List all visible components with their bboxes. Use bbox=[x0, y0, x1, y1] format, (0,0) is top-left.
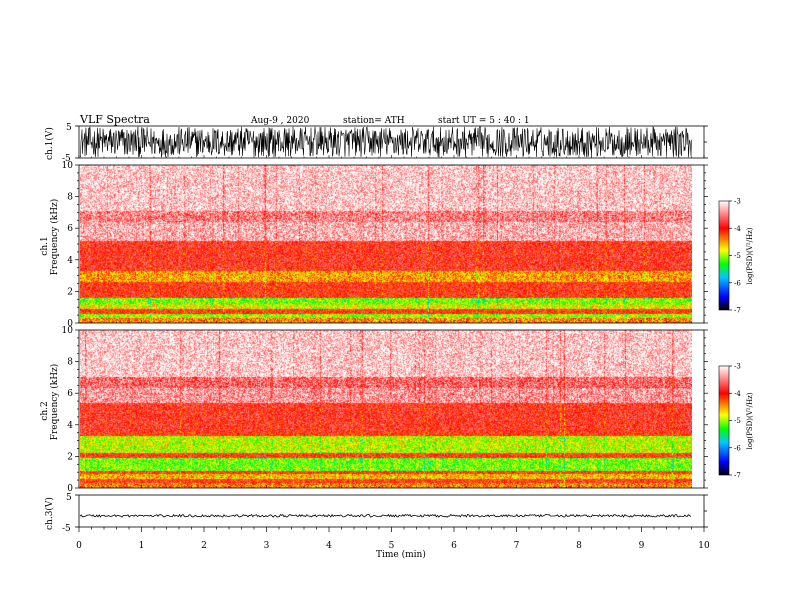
ch1-waveform-trace bbox=[79, 125, 692, 158]
ch1-spectrogram-panel: 0 2 4 6 8 10 Frequency (kHz) ch.1 bbox=[40, 161, 708, 329]
ch3-ytick-top: 5 bbox=[66, 493, 72, 503]
ch1-spec-ytick-0: 0 bbox=[67, 319, 73, 329]
time-axis-label: Time (min) bbox=[376, 549, 426, 560]
ch2-cbtick-4: -7 bbox=[734, 472, 741, 480]
time-tick-4: 4 bbox=[326, 541, 332, 551]
time-tick-8: 8 bbox=[576, 541, 582, 551]
ch3-waveform-panel: 5 -5 ch.3(V) bbox=[44, 493, 708, 534]
ch2-cbtick-2: -5 bbox=[734, 417, 741, 425]
time-tick-2: 2 bbox=[201, 541, 207, 551]
ch1-ytick-bottom: -5 bbox=[62, 154, 71, 164]
ch1-colorbar: -3 -4 -5 -6 -7 log(PSD)(V²/Hz) bbox=[718, 198, 754, 315]
time-tick-5: 5 bbox=[389, 541, 395, 551]
ch1-spec-ytick-2: 4 bbox=[67, 256, 73, 266]
ch1-spec-ytick-3: 6 bbox=[67, 224, 73, 234]
ch2-spec-ytick-5: 10 bbox=[62, 326, 74, 336]
ch1-colorbar-label: log(PSD)(V²/Hz) bbox=[746, 227, 754, 284]
date-label: Aug-9 , 2020 bbox=[250, 116, 310, 126]
ch2-spec-channel: ch.2 bbox=[40, 401, 50, 420]
ch2-spectrogram-image bbox=[80, 330, 692, 488]
station-label: station= ATH bbox=[343, 116, 405, 126]
ch2-colorbar: -3 -4 -5 -6 -7 log(PSD)(V²/Hz) bbox=[718, 363, 754, 480]
ch1-spec-ytick-1: 2 bbox=[67, 287, 73, 297]
ch1-spec-ytick-4: 8 bbox=[67, 193, 73, 203]
time-tick-6: 6 bbox=[451, 541, 457, 551]
ch2-spec-ytick-1: 2 bbox=[67, 452, 73, 462]
ch1-waveform-panel: 5 -5 ch.1(V) bbox=[44, 123, 708, 164]
ch3-waveform-trace bbox=[79, 513, 692, 518]
ch1-wave-ylabel: ch.1(V) bbox=[44, 127, 55, 160]
figure-title: VLF Spectra bbox=[79, 113, 150, 126]
ch2-spec-ylabel: Frequency (kHz) bbox=[49, 364, 60, 441]
ch1-spec-channel: ch.1 bbox=[40, 236, 50, 255]
ch1-cbtick-1: -4 bbox=[734, 225, 741, 233]
ch1-spectrogram-image bbox=[80, 165, 692, 323]
ch1-cbtick-0: -3 bbox=[734, 198, 741, 206]
time-tick-9: 9 bbox=[639, 541, 645, 551]
ch1-spec-ytick-5: 10 bbox=[62, 161, 74, 171]
ch2-spec-ytick-0: 0 bbox=[67, 484, 73, 494]
ch2-spec-ytick-4: 8 bbox=[67, 358, 73, 368]
time-tick-7: 7 bbox=[514, 541, 520, 551]
ch1-cbtick-3: -6 bbox=[734, 279, 741, 287]
ch3-wave-ylabel: ch.3(V) bbox=[44, 497, 55, 530]
ch2-spectrogram-panel: 0 2 4 6 8 10 Frequency (kHz) ch.2 bbox=[40, 326, 708, 494]
ch2-cbtick-1: -4 bbox=[734, 390, 741, 398]
ch2-cbtick-3: -6 bbox=[734, 444, 741, 452]
ch1-cbtick-2: -5 bbox=[734, 252, 741, 260]
ch1-cbtick-4: -7 bbox=[734, 307, 741, 315]
ch1-spec-ylabel: Frequency (kHz) bbox=[49, 199, 60, 276]
time-tick-3: 3 bbox=[264, 541, 270, 551]
ch2-spec-ytick-3: 6 bbox=[67, 389, 73, 399]
ch2-cbtick-0: -3 bbox=[734, 363, 741, 371]
ch1-ytick-top: 5 bbox=[66, 123, 72, 133]
time-axis: 0 1 2 3 4 5 6 7 8 9 10 bbox=[76, 155, 710, 551]
ch2-colorbar-label: log(PSD)(V²/Hz) bbox=[746, 392, 754, 449]
time-tick-1: 1 bbox=[139, 541, 145, 551]
ch2-spec-ytick-2: 4 bbox=[67, 421, 73, 431]
ch3-ytick-bottom: -5 bbox=[62, 524, 71, 534]
time-tick-10: 10 bbox=[698, 541, 710, 551]
start-ut-label: start UT = 5 : 40 : 1 bbox=[438, 116, 530, 126]
time-tick-0: 0 bbox=[76, 541, 82, 551]
